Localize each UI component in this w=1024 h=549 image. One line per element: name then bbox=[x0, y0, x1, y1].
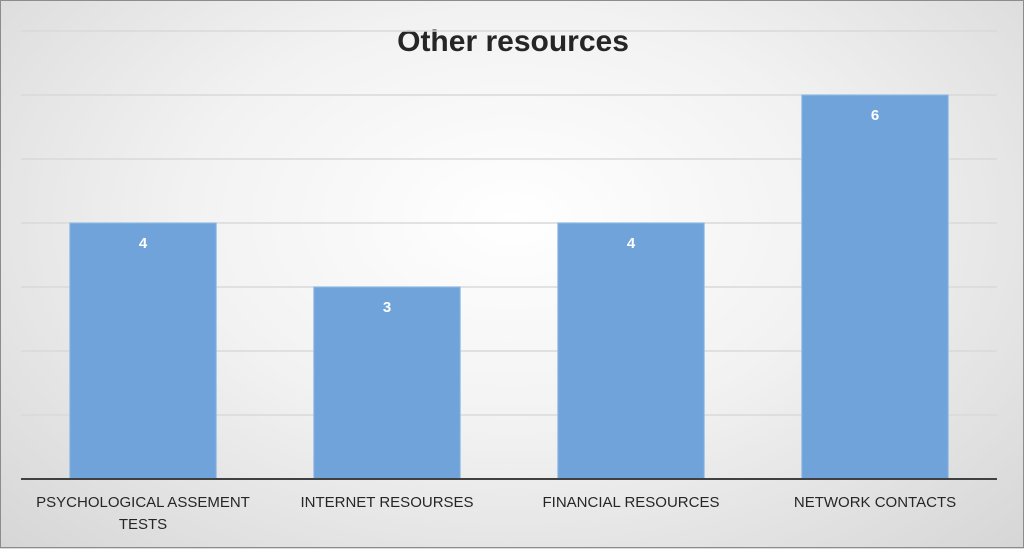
category-label: PSYCHOLOGICAL ASSEMENT TESTS bbox=[36, 494, 250, 533]
data-label: 3 bbox=[383, 299, 391, 316]
category-labels: PSYCHOLOGICAL ASSEMENT TESTS INTERNET RESO… bbox=[36, 494, 956, 533]
category-label: INTERNET RESOURSES bbox=[300, 494, 473, 511]
bar bbox=[557, 222, 705, 480]
data-labels: 4 3 4 6 bbox=[139, 107, 879, 316]
data-label: 4 bbox=[627, 235, 636, 252]
category-label: FINANCIAL RESOURCES bbox=[543, 494, 720, 511]
data-label: 6 bbox=[871, 107, 879, 124]
bar bbox=[801, 94, 949, 480]
data-label: 4 bbox=[139, 235, 148, 252]
category-label: NETWORK CONTACTS bbox=[794, 494, 956, 511]
bar bbox=[313, 286, 461, 480]
chart-title: Other resources bbox=[397, 25, 629, 58]
bars bbox=[69, 94, 949, 480]
bar bbox=[69, 222, 217, 480]
